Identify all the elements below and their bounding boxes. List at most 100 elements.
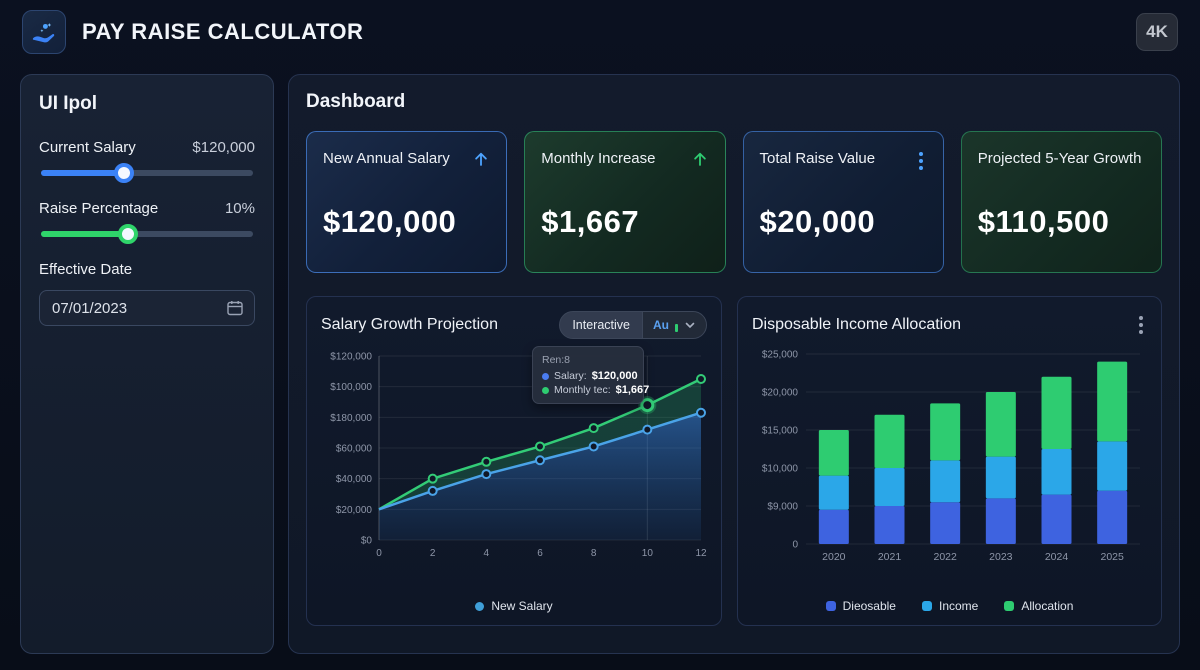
kebab-menu-icon[interactable] xyxy=(1135,314,1147,336)
line-chart-title: Salary Growth Projection xyxy=(321,316,498,333)
svg-text:2022: 2022 xyxy=(933,551,957,563)
current-salary-control: Current Salary $120,000 xyxy=(39,139,255,183)
svg-text:$25,000: $25,000 xyxy=(762,350,799,361)
stat-card-total-raise-value: Total Raise Value $20,000 xyxy=(742,131,944,273)
svg-text:$20,000: $20,000 xyxy=(762,388,799,399)
legend-swatch xyxy=(921,601,932,611)
arrow-up-icon xyxy=(475,152,488,166)
svg-text:6: 6 xyxy=(537,548,543,559)
effective-date-value: 07/01/2023 xyxy=(52,299,128,317)
chevron-down-icon xyxy=(685,322,695,329)
stat-card-monthly-increase: Monthly Increase $1,667 xyxy=(524,131,726,273)
line-chart-area: $120,000 $100,000 $180,000 $60,000 $40,000 $2… xyxy=(321,340,707,595)
tooltip-label: Monthly tec: xyxy=(554,384,611,396)
stat-card-new-annual-salary: New Annual Salary $120,000 xyxy=(306,131,508,273)
stat-label: Projected 5-Year Growth xyxy=(977,150,1142,167)
svg-text:$0: $0 xyxy=(361,536,373,547)
series-dot-icon xyxy=(542,386,549,394)
svg-text:$20,000: $20,000 xyxy=(336,505,373,516)
calendar-icon[interactable] xyxy=(225,298,245,318)
tooltip-value: $1,667 xyxy=(615,384,650,396)
page-title: PAY RAISE CALCULATOR xyxy=(82,19,364,44)
salary-growth-chart-card: Salary Growth Projection Interactive Au xyxy=(306,296,722,626)
effective-date-input[interactable]: 07/01/2023 xyxy=(39,290,255,326)
svg-text:$100,000: $100,000 xyxy=(330,382,372,393)
bar-chart-title: Disposable Income Allocation xyxy=(752,316,962,333)
legend-swatch xyxy=(1004,601,1015,611)
svg-text:0: 0 xyxy=(376,548,382,559)
effective-date-control: Effective Date 07/01/2023 xyxy=(39,261,255,326)
arrow-up-icon xyxy=(693,152,706,166)
series-dot-icon xyxy=(542,372,549,380)
stat-value: $20,000 xyxy=(759,204,876,239)
stat-label: Monthly Increase xyxy=(541,150,656,167)
input-sidebar: UI Ipol Current Salary $120,000 Raise Pe… xyxy=(20,74,274,654)
svg-text:2024: 2024 xyxy=(1045,551,1069,563)
slider-fill xyxy=(41,231,128,237)
legend-item-income[interactable]: Income xyxy=(921,599,979,613)
tooltip-title: Ren:8 xyxy=(542,354,571,366)
hand-with-coins-icon xyxy=(32,23,55,43)
stat-label: New Annual Salary xyxy=(323,150,450,167)
dashboard-panel: Dashboard New Annual Salary $120,000 Mon… xyxy=(288,74,1180,654)
svg-text:$40,000: $40,000 xyxy=(336,474,373,485)
tooltip-label: Salary: xyxy=(554,370,587,382)
svg-text:$10,000: $10,000 xyxy=(762,464,799,475)
dashboard-title: Dashboard xyxy=(306,91,406,112)
legend-label: Income xyxy=(938,599,979,613)
resolution-badge: 4K xyxy=(1136,13,1178,51)
raise-percentage-slider[interactable] xyxy=(41,224,253,244)
stat-value: $120,000 xyxy=(323,204,457,239)
svg-text:2025: 2025 xyxy=(1100,551,1124,563)
current-salary-slider[interactable] xyxy=(41,163,253,183)
chart-mode-dropdown[interactable]: Interactive Au xyxy=(559,311,707,339)
stat-label: Total Raise Value xyxy=(759,150,876,167)
svg-text:10: 10 xyxy=(642,548,654,559)
svg-text:$15,000: $15,000 xyxy=(762,426,799,437)
salary-growth-line-chart: $120,000 $100,000 $180,000 $60,000 $40,000 $2… xyxy=(330,352,707,560)
svg-text:2023: 2023 xyxy=(989,551,1013,563)
legend-swatch xyxy=(825,601,836,611)
svg-text:$60,000: $60,000 xyxy=(336,444,373,455)
tooltip-value: $120,000 xyxy=(591,370,638,382)
effective-date-label: Effective Date xyxy=(39,261,133,278)
income-allocation-chart-card: Disposable Income Allocation $25,000 $20,… xyxy=(737,296,1162,626)
svg-text:2020: 2020 xyxy=(822,551,846,563)
kebab-menu-icon[interactable] xyxy=(915,150,927,172)
current-salary-label: Current Salary xyxy=(39,139,136,156)
app-header: PAY RAISE CALCULATOR 4K xyxy=(0,0,1200,64)
svg-text:4: 4 xyxy=(484,548,490,559)
dropdown-selected-value: Au xyxy=(653,318,669,332)
raise-percentage-value: 10% xyxy=(224,200,255,217)
svg-text:0: 0 xyxy=(792,540,798,551)
app-logo xyxy=(22,10,66,54)
legend-item-allocation[interactable]: Allocation xyxy=(1004,599,1073,613)
interactive-toggle[interactable]: Interactive xyxy=(572,318,630,332)
raise-percentage-control: Raise Percentage 10% xyxy=(39,200,255,244)
chart-tooltip: Ren:8 Salary: $120,000 Monthly tec: $1,6… xyxy=(532,346,649,404)
legend-swatch xyxy=(475,601,485,611)
sparkline-icon xyxy=(675,324,678,332)
slider-fill xyxy=(41,170,124,176)
svg-text:$9,000: $9,000 xyxy=(767,502,798,513)
legend-item-dieosable[interactable]: Dieosable xyxy=(825,599,896,613)
stat-value: $1,667 xyxy=(541,204,640,239)
svg-text:$180,000: $180,000 xyxy=(330,413,372,424)
legend-item-new-salary[interactable]: New Salary xyxy=(475,599,553,613)
income-allocation-bar-chart: $25,000 $20,000 $15,000 $10,000 $9,000 0 2020 2… xyxy=(762,350,1140,563)
legend-label: New Salary xyxy=(491,599,553,613)
svg-text:12: 12 xyxy=(695,548,707,559)
stat-value: $110,500 xyxy=(977,204,1110,239)
sidebar-title: UI Ipol xyxy=(39,93,98,114)
svg-text:2: 2 xyxy=(430,548,436,559)
svg-text:2021: 2021 xyxy=(878,551,902,563)
legend-label: Dieosable xyxy=(842,599,896,613)
stat-card-projected-growth: Projected 5-Year Growth $110,500 xyxy=(960,131,1162,273)
legend-label: Allocation xyxy=(1021,599,1074,613)
current-salary-value: $120,000 xyxy=(192,139,255,156)
raise-percentage-label: Raise Percentage xyxy=(39,200,159,217)
bar-chart-area: $25,000 $20,000 $15,000 $10,000 $9,000 0 2020 2… xyxy=(752,340,1147,595)
current-salary-slider-thumb[interactable] xyxy=(113,163,134,183)
raise-percentage-slider-thumb[interactable] xyxy=(117,224,138,244)
svg-text:8: 8 xyxy=(591,548,597,559)
